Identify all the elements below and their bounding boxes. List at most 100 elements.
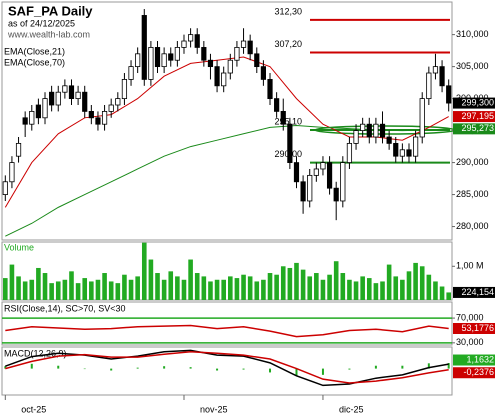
- candle-body: [353, 130, 359, 144]
- histogram-bar: [447, 363, 450, 369]
- bar: [188, 259, 193, 300]
- bar: [161, 279, 167, 300]
- y-tick-label: 30,000: [456, 337, 484, 347]
- value-tag-bg: [453, 286, 495, 298]
- histogram-bar: [401, 365, 404, 369]
- histogram-bar: [242, 368, 245, 370]
- histogram-bar: [427, 363, 430, 369]
- bar: [360, 276, 365, 300]
- bar: [135, 276, 140, 300]
- bar: [419, 266, 425, 300]
- bar: [75, 283, 81, 300]
- candle-body: [115, 98, 121, 106]
- candle-body: [333, 187, 339, 202]
- histogram-bar: [216, 368, 219, 371]
- candle-body: [154, 47, 161, 68]
- bar: [261, 279, 266, 300]
- line: [5, 351, 449, 384]
- candle-body: [406, 149, 412, 157]
- bar: [214, 279, 220, 300]
- bar: [181, 279, 187, 300]
- candle-body: [101, 111, 108, 125]
- histogram-bar: [4, 366, 7, 369]
- candle-body: [287, 123, 293, 163]
- y-tick-label: 280,000: [456, 221, 489, 231]
- histogram-bar: [189, 367, 192, 369]
- bar: [300, 269, 306, 300]
- histogram-bar: [136, 367, 139, 369]
- macd-title: MACD(12,26,9): [4, 348, 67, 358]
- bar: [168, 271, 174, 300]
- bar: [141, 242, 147, 300]
- candle-body: [55, 91, 61, 106]
- candle-body: [373, 123, 379, 138]
- bar: [102, 273, 107, 300]
- legend-entry: EMA(Close,21): [4, 46, 65, 56]
- bar: [69, 271, 74, 300]
- bar: [426, 274, 432, 300]
- level-label: 312,30: [274, 6, 302, 16]
- bar: [36, 267, 41, 300]
- bar: [16, 276, 21, 300]
- bar: [433, 281, 438, 300]
- candle-body: [267, 79, 273, 100]
- candle-body: [413, 136, 419, 157]
- price-panel: [1, 1, 453, 241]
- candle-body: [49, 91, 55, 106]
- volume-title: Volume: [4, 242, 34, 252]
- bar: [234, 278, 240, 300]
- candle-body: [214, 66, 220, 87]
- candle-body: [326, 162, 333, 189]
- bar: [373, 283, 379, 300]
- value-tag-bg: [453, 322, 495, 334]
- bar: [366, 278, 372, 300]
- value-tag: 297,195: [461, 111, 494, 121]
- bar: [22, 281, 28, 300]
- candle-body: [366, 123, 372, 138]
- bar: [42, 273, 48, 300]
- candle-body: [274, 98, 280, 112]
- candle-body: [121, 79, 128, 100]
- bar: [406, 271, 412, 300]
- candle-body: [446, 85, 452, 104]
- bar: [327, 274, 332, 300]
- bar: [3, 278, 8, 300]
- histogram-bar: [30, 363, 33, 369]
- candle-body: [260, 66, 266, 80]
- value-tag: 224,154: [461, 287, 494, 297]
- candle-body: [439, 66, 445, 87]
- candle-body: [29, 111, 35, 125]
- candle-body: [320, 162, 326, 170]
- histogram-bar: [110, 368, 113, 371]
- value-tag-bg: [453, 111, 495, 123]
- histogram-bar: [163, 366, 166, 369]
- value-tag-bg: [453, 97, 495, 109]
- bar: [122, 274, 127, 300]
- level-label: 295,10: [274, 116, 302, 126]
- x-tick-label: nov-25: [200, 404, 228, 414]
- candle-body: [360, 123, 366, 131]
- bar: [55, 281, 61, 300]
- candle-body: [379, 123, 386, 138]
- bar: [400, 279, 405, 300]
- rsi-panel: [1, 301, 453, 346]
- candle-body: [188, 34, 194, 42]
- bar: [247, 276, 253, 300]
- y-tick-label: 285,000: [456, 189, 489, 199]
- candle-body: [346, 142, 353, 163]
- bar: [446, 292, 451, 300]
- candle-body: [15, 142, 22, 157]
- macd-panel: [1, 346, 453, 396]
- y-tick-label: 310,000: [456, 29, 489, 39]
- histogram-bar: [374, 365, 377, 369]
- candle-body: [82, 91, 88, 112]
- bar: [393, 276, 399, 300]
- value-tag: 53,1776: [461, 323, 494, 333]
- candle-body: [300, 181, 306, 202]
- bar: [241, 274, 246, 300]
- candle-body: [207, 59, 214, 68]
- value-tag-bg: [453, 354, 495, 366]
- value-tag-bg: [453, 367, 495, 379]
- y-tick-label: 1,00 M: [456, 261, 484, 271]
